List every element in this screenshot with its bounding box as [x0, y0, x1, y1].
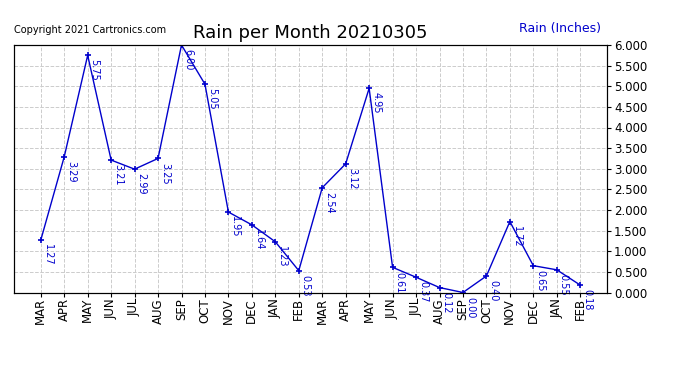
Text: 3.29: 3.29 — [66, 161, 76, 183]
Text: 3.12: 3.12 — [348, 168, 357, 189]
Text: Rain (Inches): Rain (Inches) — [520, 22, 601, 35]
Text: 3.21: 3.21 — [113, 164, 123, 186]
Text: 5.75: 5.75 — [90, 60, 99, 81]
Text: 0.37: 0.37 — [418, 281, 428, 303]
Text: 0.53: 0.53 — [301, 275, 310, 296]
Text: 3.25: 3.25 — [160, 163, 170, 184]
Title: Rain per Month 20210305: Rain per Month 20210305 — [193, 24, 428, 42]
Text: 5.05: 5.05 — [207, 88, 217, 110]
Text: 0.18: 0.18 — [582, 289, 592, 310]
Text: 0.61: 0.61 — [395, 272, 404, 293]
Text: 1.23: 1.23 — [277, 246, 287, 267]
Text: 0.55: 0.55 — [559, 274, 569, 296]
Text: 1.72: 1.72 — [512, 226, 522, 248]
Text: 0.12: 0.12 — [442, 292, 451, 313]
Text: 0.00: 0.00 — [465, 297, 475, 318]
Text: 1.27: 1.27 — [43, 244, 52, 266]
Text: Copyright 2021 Cartronics.com: Copyright 2021 Cartronics.com — [14, 25, 166, 35]
Text: 1.64: 1.64 — [254, 229, 264, 251]
Text: 0.65: 0.65 — [535, 270, 545, 291]
Text: 2.54: 2.54 — [324, 192, 334, 213]
Text: 1.95: 1.95 — [230, 216, 240, 238]
Text: 6.00: 6.00 — [184, 49, 193, 70]
Text: 2.99: 2.99 — [137, 173, 146, 195]
Text: 4.95: 4.95 — [371, 93, 381, 114]
Text: 0.40: 0.40 — [489, 280, 498, 302]
